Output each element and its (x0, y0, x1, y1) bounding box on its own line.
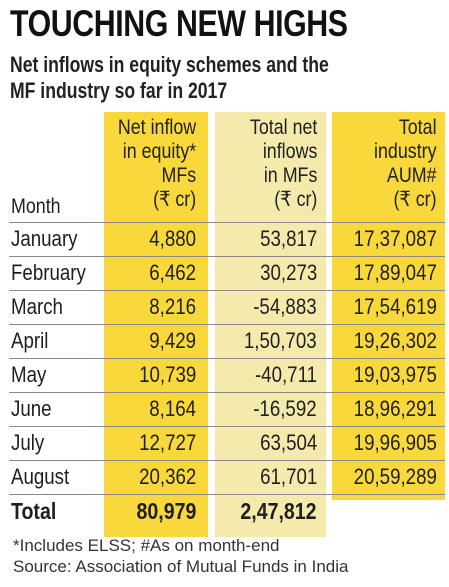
aum-column-background (332, 112, 445, 500)
cell-month: February (11, 260, 86, 285)
header-aum-line-4: (₹ cr) (393, 188, 437, 211)
row-divider (9, 222, 445, 223)
cell-net-inflow: 8,216 (149, 294, 196, 319)
cell-net-inflow: 4,880 (149, 226, 196, 251)
cell-total-net: 61,701 (259, 464, 317, 489)
row-divider (9, 358, 445, 359)
cell-aum: 17,54,619 (353, 294, 437, 319)
cell-net-inflow: 6,462 (149, 260, 196, 285)
cell-month: August (11, 464, 70, 489)
header-total-net-line-3: in MFs (263, 164, 317, 187)
header-aum-line-2: industry (374, 140, 437, 163)
cell-month: March (11, 294, 63, 319)
cell-net-inflow: 12,727 (138, 430, 196, 455)
cell-total-net: -40,711 (254, 362, 317, 387)
total-total-net: 2,47,812 (240, 498, 317, 524)
cell-net-inflow: 20,362 (138, 464, 196, 489)
cell-aum: 20,59,289 (353, 464, 437, 489)
header-month: Month (11, 195, 61, 218)
cell-aum: 18,96,291 (353, 396, 437, 421)
header-total-net-line-2: inflows (262, 140, 317, 163)
header-aum: Total industry AUM# (₹ cr) (374, 116, 437, 212)
header-aum-line-1: Total (399, 116, 437, 139)
header-total-net: Total net inflows in MFs (₹ cr) (250, 116, 317, 212)
cell-aum: 19,26,302 (353, 328, 437, 353)
row-divider (9, 290, 445, 291)
cell-month: April (11, 328, 49, 353)
cell-net-inflow: 9,429 (149, 328, 196, 353)
header-net-inflow-line-3: MFs (161, 164, 196, 187)
header-total-net-line-4: (₹ cr) (273, 188, 317, 211)
cell-aum: 17,89,047 (353, 260, 437, 285)
cell-total-net: 30,273 (259, 260, 317, 285)
header-net-inflow-line-4: (₹ cr) (152, 188, 196, 211)
cell-total-net: 63,504 (259, 430, 317, 455)
header-net-inflow-line-2: in equity* (122, 140, 196, 163)
total-label: Total (11, 498, 57, 524)
cell-month: July (11, 430, 45, 455)
footnote: *Includes ELSS; #As on month-end (13, 536, 280, 555)
row-divider (9, 392, 445, 393)
cell-total-net: 53,817 (259, 226, 317, 251)
row-divider (9, 426, 445, 427)
cell-month: January (11, 226, 78, 251)
cell-month: June (11, 396, 52, 421)
page-title: TOUCHING NEW HIGHS (10, 3, 348, 44)
header-aum-line-3: AUM# (387, 164, 437, 187)
cell-aum: 19,03,975 (353, 362, 437, 387)
cell-total-net: 1,50,703 (244, 328, 317, 353)
cell-total-net: -16,592 (253, 396, 317, 421)
cell-aum: 17,37,087 (353, 226, 437, 251)
row-divider (9, 494, 445, 495)
row-divider (9, 324, 445, 325)
subtitle-line-2: MF industry so far in 2017 (10, 78, 228, 103)
cell-month: May (11, 362, 47, 387)
header-net-inflow: Net inflow in equity* MFs (₹ cr) (118, 116, 196, 212)
row-divider (9, 256, 445, 257)
header-total-net-line-1: Total net (249, 116, 317, 139)
source-note: Source: Association of Mutual Funds in I… (13, 557, 349, 576)
subtitle: Net inflows in equity schemes and the MF… (10, 52, 426, 104)
total-net-inflow: 80,979 (136, 498, 196, 524)
row-divider (9, 460, 445, 461)
cell-net-inflow: 10,739 (138, 362, 196, 387)
subtitle-line-1: Net inflows in equity schemes and the (10, 52, 329, 77)
cell-aum: 19,96,905 (353, 430, 437, 455)
cell-total-net: -54,883 (253, 294, 317, 319)
header-net-inflow-line-1: Net inflow (117, 116, 196, 139)
cell-net-inflow: 8,164 (149, 396, 196, 421)
